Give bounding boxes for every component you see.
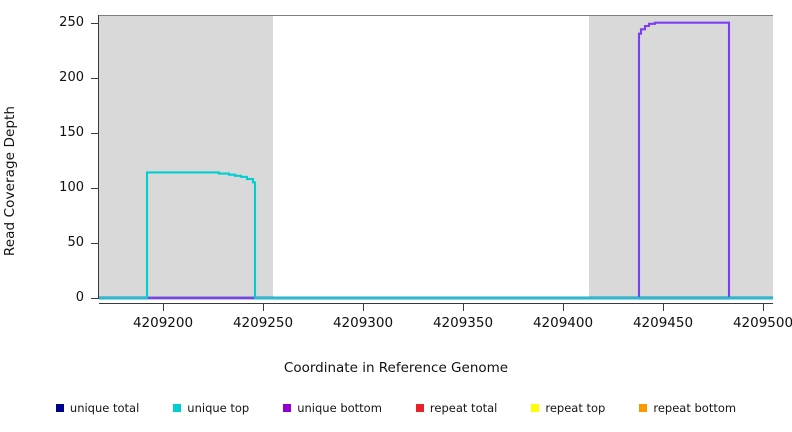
x-tick bbox=[363, 304, 364, 311]
legend-swatch-icon bbox=[415, 404, 424, 412]
legend-label: unique bottom bbox=[297, 401, 382, 415]
x-axis-line bbox=[99, 303, 773, 304]
x-tick bbox=[463, 304, 464, 311]
shaded-region-2 bbox=[589, 15, 773, 298]
x-tick-label: 4209450 bbox=[632, 315, 694, 331]
y-tick bbox=[91, 22, 98, 24]
shaded-region-1 bbox=[99, 15, 273, 298]
legend-item-unique-bottom[interactable]: unique bottom bbox=[283, 401, 382, 415]
x-tick-label: 4209200 bbox=[132, 315, 194, 331]
plot-area bbox=[99, 15, 773, 300]
legend-swatch-icon bbox=[283, 404, 292, 412]
plot-top-border bbox=[99, 15, 773, 16]
x-tick bbox=[663, 304, 664, 311]
legend-label: repeat top bbox=[545, 401, 606, 415]
series-lines bbox=[99, 21, 773, 300]
legend-swatch-icon bbox=[173, 404, 182, 412]
legend-label: repeat total bbox=[429, 401, 498, 415]
legend-label: unique total bbox=[69, 401, 140, 415]
y-tick bbox=[91, 242, 98, 244]
x-tick bbox=[263, 304, 264, 311]
legend-swatch-icon bbox=[531, 404, 540, 412]
series-unique-top bbox=[99, 171, 773, 300]
y-tick-label: 50 bbox=[67, 234, 84, 250]
x-axis-title: Coordinate in Reference Genome bbox=[283, 360, 509, 376]
legend-item-unique-top[interactable]: unique top bbox=[173, 401, 249, 415]
legend-item-repeat-bottom[interactable]: repeat bottom bbox=[639, 401, 736, 415]
legend-item-unique-total[interactable]: unique total bbox=[55, 401, 140, 415]
y-tick-label: 0 bbox=[75, 290, 84, 305]
y-tick bbox=[91, 187, 98, 189]
x-tick-label: 4209250 bbox=[232, 315, 294, 331]
legend-item-repeat-top[interactable]: repeat top bbox=[531, 401, 605, 415]
y-tick-label: 200 bbox=[59, 69, 84, 85]
legend-item-repeat-total[interactable]: repeat total bbox=[415, 401, 498, 415]
x-tick-label: 4209400 bbox=[532, 315, 594, 331]
x-tick-label: 4209500 bbox=[732, 315, 792, 331]
y-axis-line bbox=[98, 15, 99, 299]
x-tick bbox=[163, 304, 164, 311]
legend-swatch-icon bbox=[639, 404, 648, 412]
x-tick-label: 4209300 bbox=[332, 315, 394, 331]
y-tick bbox=[91, 132, 98, 134]
series-unique-bottom bbox=[99, 21, 773, 300]
chart-legend: unique total unique top unique bottom repea… bbox=[0, 398, 792, 418]
x-tick bbox=[763, 304, 764, 311]
legend-label: unique top bbox=[187, 401, 250, 415]
legend-swatch-icon bbox=[55, 404, 64, 412]
x-tick bbox=[563, 304, 564, 311]
legend-label: repeat bottom bbox=[653, 401, 737, 415]
y-tick-label: 250 bbox=[59, 14, 84, 30]
y-tick bbox=[91, 298, 98, 299]
y-tick-label: 100 bbox=[59, 179, 84, 195]
x-tick-label: 4209350 bbox=[432, 315, 494, 331]
y-tick bbox=[91, 77, 98, 79]
y-tick-label: 150 bbox=[59, 124, 84, 140]
